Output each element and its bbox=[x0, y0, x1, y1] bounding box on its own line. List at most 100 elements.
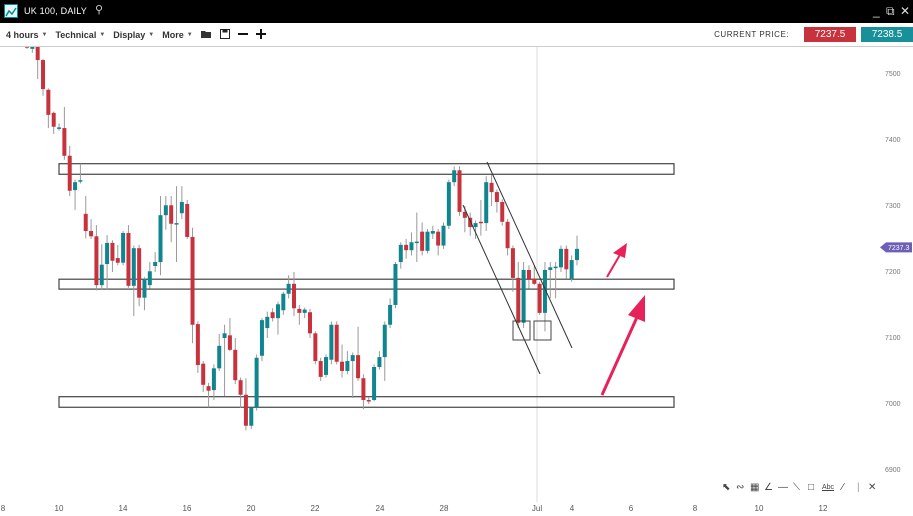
candle-body bbox=[222, 333, 227, 338]
arrow-annotation[interactable] bbox=[606, 243, 627, 278]
candle bbox=[510, 245, 515, 292]
display-dropdown[interactable]: Display ▼ bbox=[113, 30, 154, 40]
zoom-out-icon[interactable] bbox=[237, 29, 248, 42]
fan-tool-icon[interactable]: ∠ bbox=[764, 482, 773, 493]
minimize-icon[interactable]: _ bbox=[873, 4, 880, 18]
candle bbox=[484, 176, 489, 232]
candle-body bbox=[340, 361, 345, 371]
candle bbox=[345, 351, 350, 375]
candle-body bbox=[388, 304, 393, 325]
candle bbox=[366, 397, 371, 404]
highlight-box[interactable] bbox=[512, 320, 531, 341]
highlight-box[interactable] bbox=[533, 320, 552, 341]
candle-body bbox=[291, 283, 296, 309]
x-tick-label: 24 bbox=[376, 504, 385, 513]
zoom-in-icon[interactable] bbox=[255, 28, 266, 42]
price-chart[interactable]: 7500 7400 7300 7200 7100 7000 6900 7237.3 8 10 1… bbox=[0, 47, 913, 516]
candle-body bbox=[516, 277, 521, 323]
candle-body bbox=[420, 231, 425, 251]
candle-body bbox=[510, 248, 515, 278]
candle-body bbox=[425, 231, 430, 251]
candle bbox=[526, 265, 531, 289]
close-icon[interactable]: ✕ bbox=[900, 4, 911, 18]
support-resistance-zone[interactable] bbox=[58, 163, 675, 175]
candle-body bbox=[131, 248, 136, 286]
delete-drawings-icon[interactable]: ✕ bbox=[868, 482, 877, 493]
candle bbox=[94, 225, 99, 291]
search-icon[interactable]: ⚲ bbox=[94, 4, 104, 16]
candle bbox=[174, 186, 179, 263]
candle bbox=[99, 244, 104, 290]
candle bbox=[195, 321, 200, 373]
candle bbox=[388, 298, 393, 329]
toolbar: 4 hours ▼ Technical ▼ Display ▼ More ▼ CURRE… bbox=[0, 23, 913, 47]
fibonacci-tool-icon[interactable]: ▦ bbox=[750, 482, 760, 493]
sell-price-button[interactable]: 7237.5 bbox=[804, 27, 856, 42]
candle-body bbox=[179, 201, 184, 214]
arrow-annotation[interactable] bbox=[600, 295, 645, 396]
candle-body bbox=[62, 128, 67, 156]
rectangle-tool-icon[interactable]: □ bbox=[808, 482, 815, 493]
more-dropdown[interactable]: More ▼ bbox=[162, 30, 192, 40]
candle-body bbox=[158, 215, 163, 263]
candle bbox=[452, 166, 457, 187]
candle bbox=[291, 271, 296, 317]
candle-body bbox=[404, 244, 409, 251]
support-resistance-zone[interactable] bbox=[58, 278, 675, 290]
candle bbox=[462, 205, 467, 233]
candle bbox=[131, 245, 136, 317]
save-icon[interactable] bbox=[219, 28, 230, 42]
candle bbox=[569, 255, 574, 282]
candle-body bbox=[227, 335, 232, 350]
popout-icon[interactable]: ⧉ bbox=[886, 4, 895, 18]
trend-line[interactable] bbox=[486, 161, 573, 349]
candle bbox=[537, 281, 542, 315]
candle bbox=[227, 318, 232, 352]
support-resistance-zone[interactable] bbox=[58, 396, 675, 408]
x-tick-label: 12 bbox=[819, 504, 828, 513]
candle bbox=[409, 232, 414, 256]
x-tick-label: 6 bbox=[629, 504, 634, 513]
candle-body bbox=[484, 182, 489, 224]
current-price-group: CURRENT PRICE: 7237.5 7238.5 bbox=[714, 27, 913, 42]
buy-price-button[interactable]: 7238.5 bbox=[861, 27, 913, 42]
line-tool-icon[interactable]: ∕ bbox=[842, 482, 844, 493]
candle-body bbox=[457, 170, 462, 212]
horizontal-line-tool-icon[interactable]: — bbox=[778, 482, 788, 493]
candle bbox=[163, 196, 168, 230]
candle-body bbox=[361, 378, 366, 400]
candle-body bbox=[372, 366, 377, 400]
candle bbox=[89, 219, 94, 239]
candle bbox=[67, 145, 72, 197]
technical-dropdown[interactable]: Technical ▼ bbox=[55, 30, 105, 40]
arrow-tool-icon[interactable]: ⬉ bbox=[722, 482, 731, 493]
candle-body bbox=[142, 279, 147, 298]
candle-body bbox=[564, 248, 569, 270]
candle bbox=[489, 174, 494, 206]
candle-body bbox=[377, 357, 382, 367]
candle bbox=[297, 304, 302, 325]
candle bbox=[516, 262, 521, 329]
candle-body bbox=[73, 182, 78, 191]
candle bbox=[233, 337, 238, 385]
candle-body bbox=[78, 180, 83, 182]
y-tick-label: 7500 bbox=[885, 71, 901, 78]
chevron-down-icon: ▼ bbox=[41, 32, 48, 38]
candle bbox=[372, 364, 377, 402]
candle bbox=[238, 377, 243, 408]
timeframe-dropdown[interactable]: 4 hours ▼ bbox=[6, 30, 47, 40]
candle-body bbox=[393, 264, 398, 305]
trend-line[interactable] bbox=[462, 204, 541, 375]
candle bbox=[505, 219, 510, 256]
candle bbox=[110, 240, 115, 272]
y-tick-label: 7100 bbox=[885, 335, 901, 342]
curve-tool-icon[interactable]: ∾ bbox=[736, 482, 745, 493]
trend-line-tool-icon[interactable]: ⟍ bbox=[793, 482, 800, 493]
candle bbox=[430, 225, 435, 239]
text-tool-icon[interactable]: Abc bbox=[822, 484, 835, 491]
candle bbox=[420, 222, 425, 256]
open-folder-icon[interactable] bbox=[200, 29, 212, 42]
title-bar: UK 100, DAILY ⚲ _ ⧉ ✕ bbox=[0, 0, 913, 23]
candle-body bbox=[35, 47, 40, 61]
candle bbox=[350, 352, 355, 399]
